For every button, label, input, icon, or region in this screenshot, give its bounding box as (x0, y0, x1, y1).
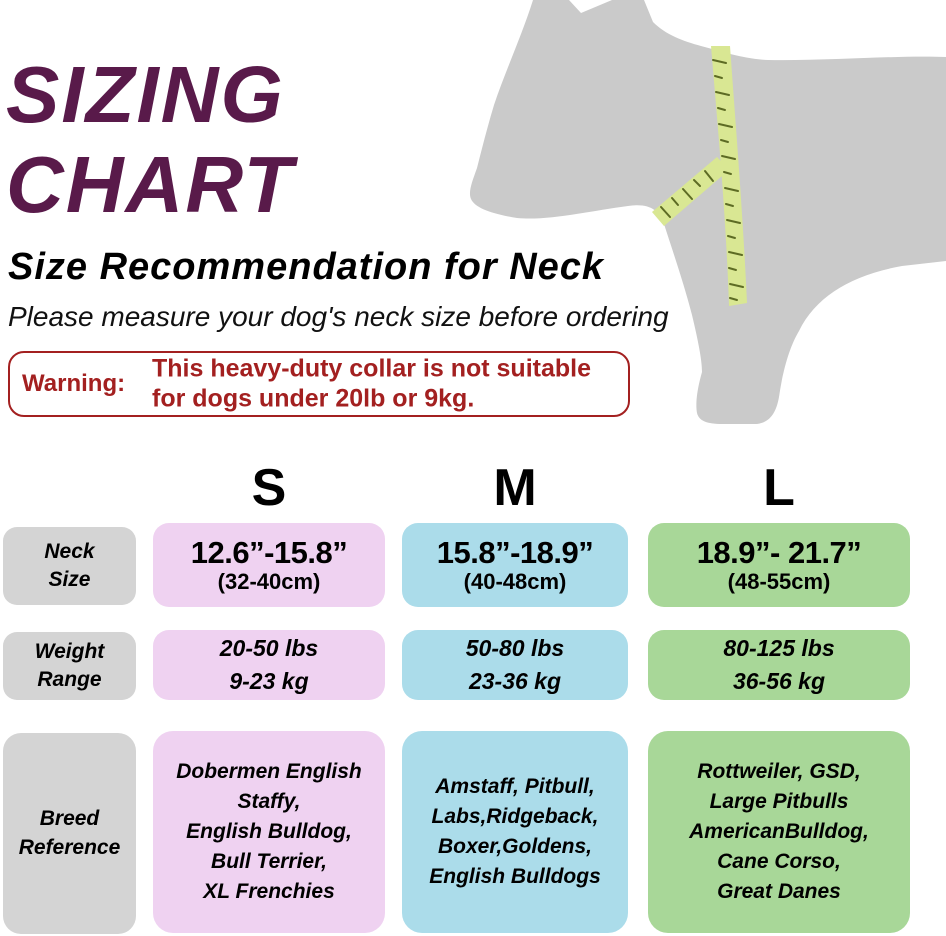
cell-neck-size-l: 18.9”- 21.7” (48-55cm) (648, 523, 910, 607)
neck-size-s-inches: 12.6”-15.8” (190, 534, 348, 570)
row-label-breed-reference: Breed Reference (3, 733, 136, 934)
neck-size-l-inches: 18.9”- 21.7” (696, 534, 862, 570)
cell-breed-reference-m: Amstaff, Pitbull, Labs,Ridgeback, Boxer,… (402, 731, 628, 933)
column-header-s: S (251, 459, 287, 517)
page-title-line2: CHART (6, 140, 295, 230)
column-header-l: L (763, 459, 795, 517)
warning-text-line1: This heavy-duty collar is not suitable (152, 354, 591, 383)
breed-reference-m-value: Amstaff, Pitbull, Labs,Ridgeback, Boxer,… (429, 775, 601, 888)
cell-breed-reference-l: Rottweiler, GSD, Large Pitbulls American… (648, 731, 910, 933)
cell-weight-range-s: 20-50 lbs 9-23 kg (153, 630, 385, 700)
measuring-tape-icon (652, 46, 747, 306)
cell-neck-size-m: 15.8”-18.9” (40-48cm) (402, 523, 628, 607)
warning-text: This heavy-duty collar is not suitable f… (152, 355, 591, 414)
subtitle: Size Recommendation for Neck (8, 246, 605, 288)
neck-size-m-inches: 15.8”-18.9” (436, 534, 594, 570)
dog-silhouette (469, 0, 946, 424)
weight-range-s-value: 20-50 lbs 9-23 kg (219, 634, 319, 694)
page-title: SIZING CHART (6, 50, 295, 231)
column-header-m: M (493, 459, 537, 517)
cell-breed-reference-s: Dobermen English Staffy, English Bulldog… (153, 731, 385, 933)
page-title-line1: SIZING (6, 50, 285, 139)
cell-neck-size-s: 12.6”-15.8” (32-40cm) (153, 523, 385, 607)
measure-instruction: Please measure your dog's neck size befo… (8, 301, 669, 332)
neck-size-s-cm: (32-40cm) (217, 568, 321, 594)
warning-box: Warning: This heavy-duty collar is not s… (8, 351, 630, 417)
cell-weight-range-l: 80-125 lbs 36-56 kg (648, 630, 910, 700)
neck-size-l-cm: (48-55cm) (727, 568, 831, 594)
neck-size-m-cm: (40-48cm) (463, 568, 567, 594)
warning-text-line2: for dogs under 20lb or 9kg. (152, 384, 475, 412)
dog-silhouette-illustration (469, 0, 946, 424)
row-label-weight-range: Weight Range (3, 632, 136, 700)
weight-range-m-value: 50-80 lbs 23-36 kg (465, 634, 565, 694)
weight-range-l-value: 80-125 lbs 36-56 kg (723, 634, 835, 694)
breed-reference-s-value: Dobermen English Staffy, English Bulldog… (176, 760, 362, 903)
breed-reference-l-value: Rottweiler, GSD, Large Pitbulls American… (689, 760, 869, 903)
row-label-neck-size: Neck Size (3, 527, 136, 605)
cell-weight-range-m: 50-80 lbs 23-36 kg (402, 630, 628, 700)
warning-label: Warning: (22, 370, 126, 397)
